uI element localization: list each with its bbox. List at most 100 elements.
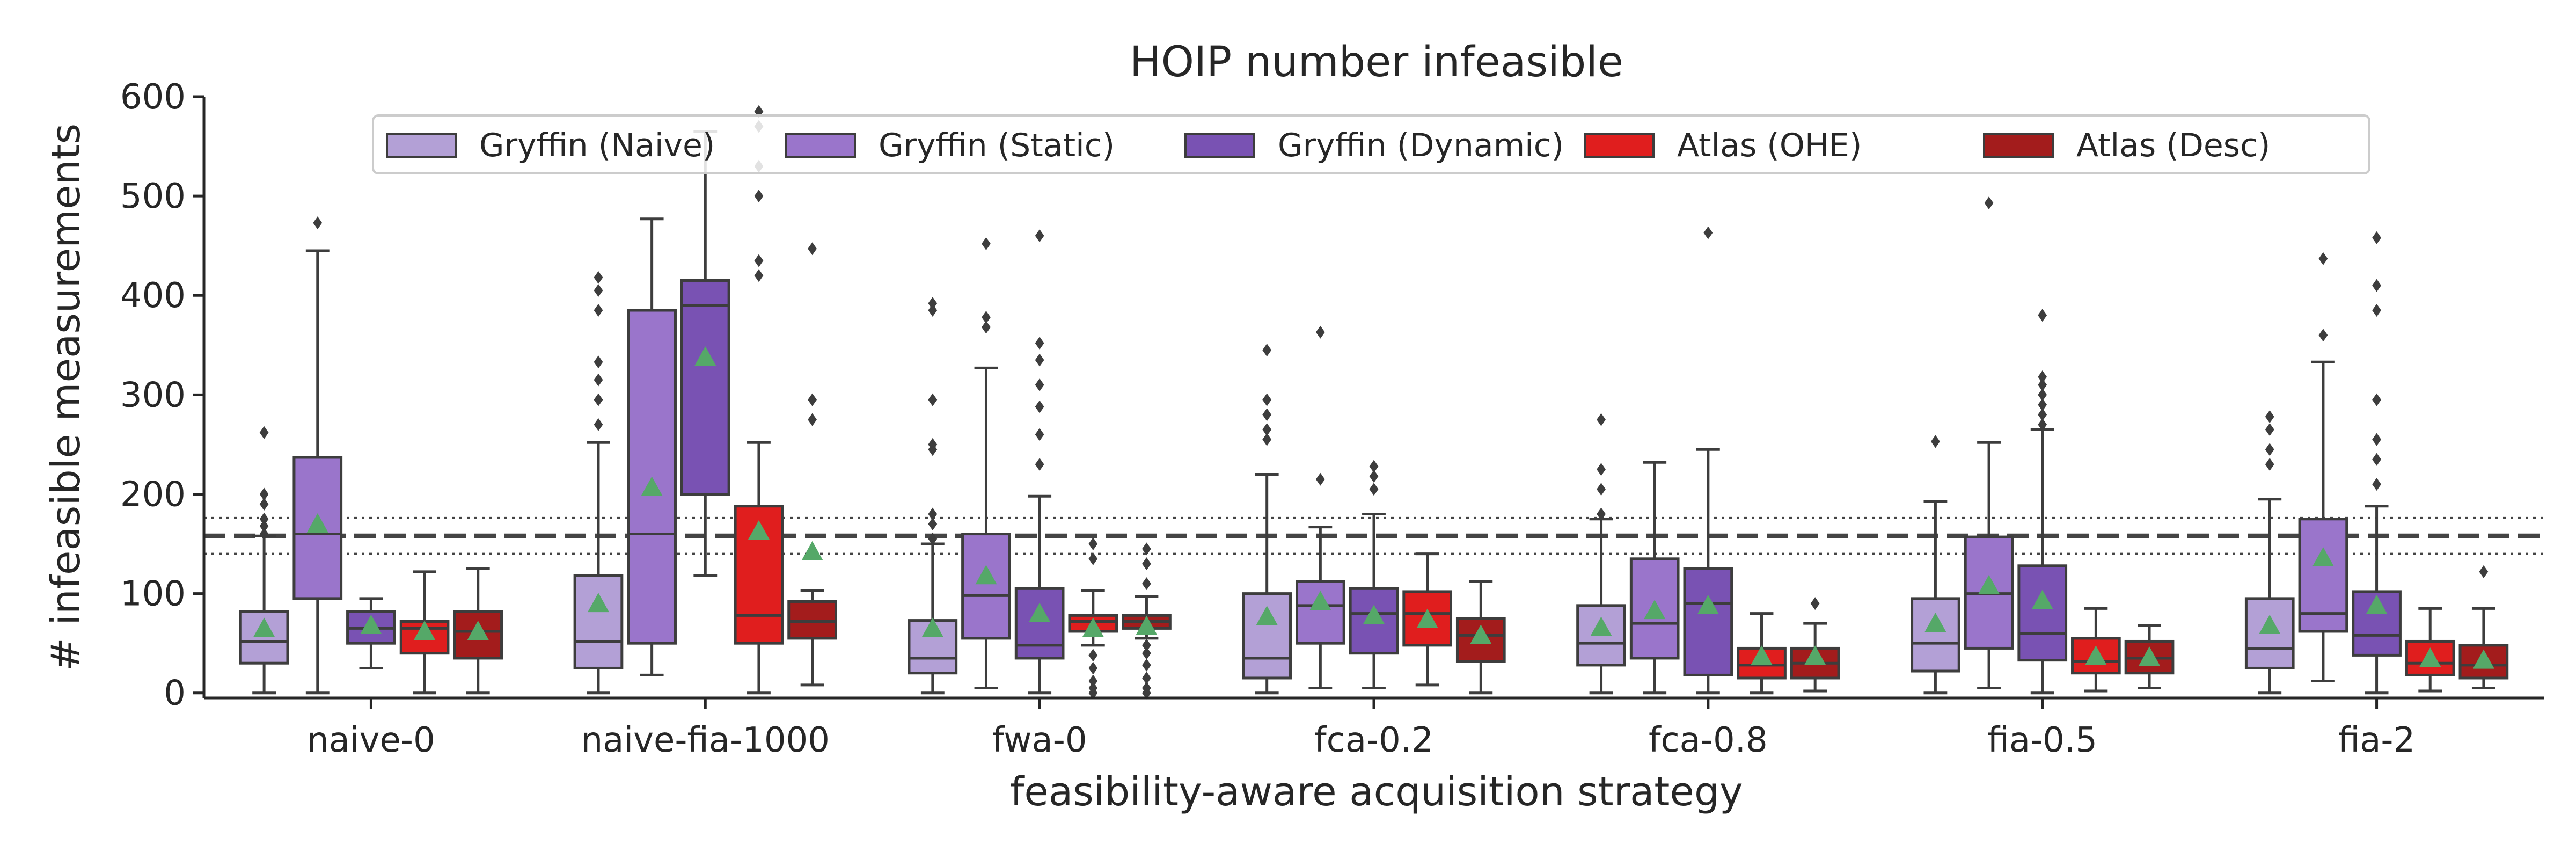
outlier-point xyxy=(2479,565,2489,578)
box-fwa-0 xyxy=(1014,229,1065,695)
box-naive-fia-1000 xyxy=(680,130,730,577)
outlier-point xyxy=(1984,196,1994,210)
outlier-point xyxy=(982,237,991,250)
outlier-point xyxy=(2038,378,2047,391)
outlier-point xyxy=(2372,393,2381,406)
outlier-point xyxy=(808,393,817,406)
mean-marker xyxy=(1309,591,1331,610)
outlier-point xyxy=(754,254,764,267)
y-tick-label: 400 xyxy=(120,276,186,316)
y-tick-label: 200 xyxy=(120,475,186,514)
outlier-point xyxy=(928,304,938,317)
box-iqr xyxy=(787,600,837,640)
mean-marker xyxy=(1804,645,1826,665)
outlier-point xyxy=(808,413,817,426)
outlier-point xyxy=(1088,649,1098,662)
mean-marker xyxy=(1416,608,1438,628)
outlier-point xyxy=(1035,229,1044,243)
outlier-point xyxy=(2318,252,2328,265)
mean-marker xyxy=(587,593,609,613)
outlier-point xyxy=(1088,537,1098,551)
outlier-point xyxy=(2265,410,2274,424)
outlier-point xyxy=(594,393,603,406)
box-iqr xyxy=(1014,587,1065,660)
outlier-point xyxy=(1142,671,1151,685)
series-0 xyxy=(239,271,2295,695)
outlier-point xyxy=(2372,477,2381,491)
outlier-point xyxy=(1262,423,1272,436)
outlier-point xyxy=(1262,344,1272,357)
outlier-point xyxy=(1597,483,1606,496)
outlier-point xyxy=(2265,457,2274,471)
outlier-point xyxy=(2265,443,2274,456)
outlier-point xyxy=(1142,681,1151,695)
legend-swatch xyxy=(1584,133,1655,158)
mean-marker xyxy=(1082,617,1104,637)
x-tick-label: naive-fia-1000 xyxy=(581,720,830,760)
box-fca-0.2 xyxy=(1349,460,1399,689)
box-fwa-0 xyxy=(1068,537,1118,700)
mean-marker xyxy=(921,617,943,637)
x-tick-label: fca-0.2 xyxy=(1314,720,1433,760)
series-3 xyxy=(399,105,2455,700)
y-tick-label: 300 xyxy=(120,375,186,415)
mean-marker xyxy=(253,617,275,637)
mean-marker xyxy=(1697,594,1719,614)
outlier-point xyxy=(1369,483,1379,496)
outlier-point xyxy=(754,190,764,203)
outlier-point xyxy=(982,321,991,334)
box-naive-fia-1000 xyxy=(734,105,784,695)
outlier-point xyxy=(1035,428,1044,441)
mean-marker xyxy=(1256,606,1278,625)
outlier-point xyxy=(1035,353,1044,367)
mean-marker xyxy=(2312,547,2334,566)
mean-marker xyxy=(801,541,823,560)
mean-marker xyxy=(2259,614,2281,634)
legend-swatch xyxy=(1184,133,1255,158)
outlier-point xyxy=(1262,393,1272,406)
box-fia-2 xyxy=(2244,410,2295,695)
x-tick-label: fwa-0 xyxy=(992,720,1087,760)
outlier-point xyxy=(2372,433,2381,446)
outlier-point xyxy=(259,426,269,439)
box-fia-2 xyxy=(2405,607,2455,693)
box-fia-2 xyxy=(2352,231,2402,695)
series-2 xyxy=(346,130,2402,695)
outlier-point xyxy=(1142,646,1151,660)
x-tick-label: fia-0.5 xyxy=(1988,720,2097,760)
outlier-point xyxy=(1142,542,1151,556)
outlier-point xyxy=(2372,231,2381,244)
outlier-point xyxy=(2038,398,2047,411)
series-4 xyxy=(453,242,2509,700)
chart-title: HOIP number infeasible xyxy=(1130,38,1623,86)
outlier-point xyxy=(2038,418,2047,431)
box-fca-0.2 xyxy=(1295,325,1345,689)
outlier-point xyxy=(2372,279,2381,292)
legend-frame xyxy=(372,114,2370,174)
box-fca-0.2 xyxy=(1242,344,1292,695)
box-naive-0 xyxy=(292,216,343,695)
box-fca-0.8 xyxy=(1629,461,1680,695)
legend-swatch xyxy=(785,133,856,158)
y-tick-label: 0 xyxy=(164,674,186,714)
box-naive-0 xyxy=(453,567,503,695)
outlier-point xyxy=(1931,435,1940,448)
outlier-point xyxy=(928,297,938,310)
outlier-point xyxy=(1369,460,1379,473)
mean-marker xyxy=(2139,646,2161,666)
box-iqr xyxy=(2017,564,2068,662)
box-iqr xyxy=(680,279,730,496)
outlier-point xyxy=(2372,453,2381,466)
box-fia-0.5 xyxy=(1911,435,1960,695)
box-naive-0 xyxy=(346,597,396,669)
outlier-point xyxy=(1703,226,1713,239)
outlier-point xyxy=(2038,408,2047,421)
box-series xyxy=(239,105,2509,700)
outlier-point xyxy=(1035,457,1044,471)
y-ticks: 0 100 200 300 400 500 600 xyxy=(120,77,204,714)
legend-label: Gryffin (Dynamic) xyxy=(1278,127,1564,164)
legend: Gryffin (Naive) Gryffin (Static) Gryffin (… xyxy=(372,114,2370,174)
mean-marker xyxy=(1363,605,1385,624)
box-iqr xyxy=(2071,637,2121,675)
